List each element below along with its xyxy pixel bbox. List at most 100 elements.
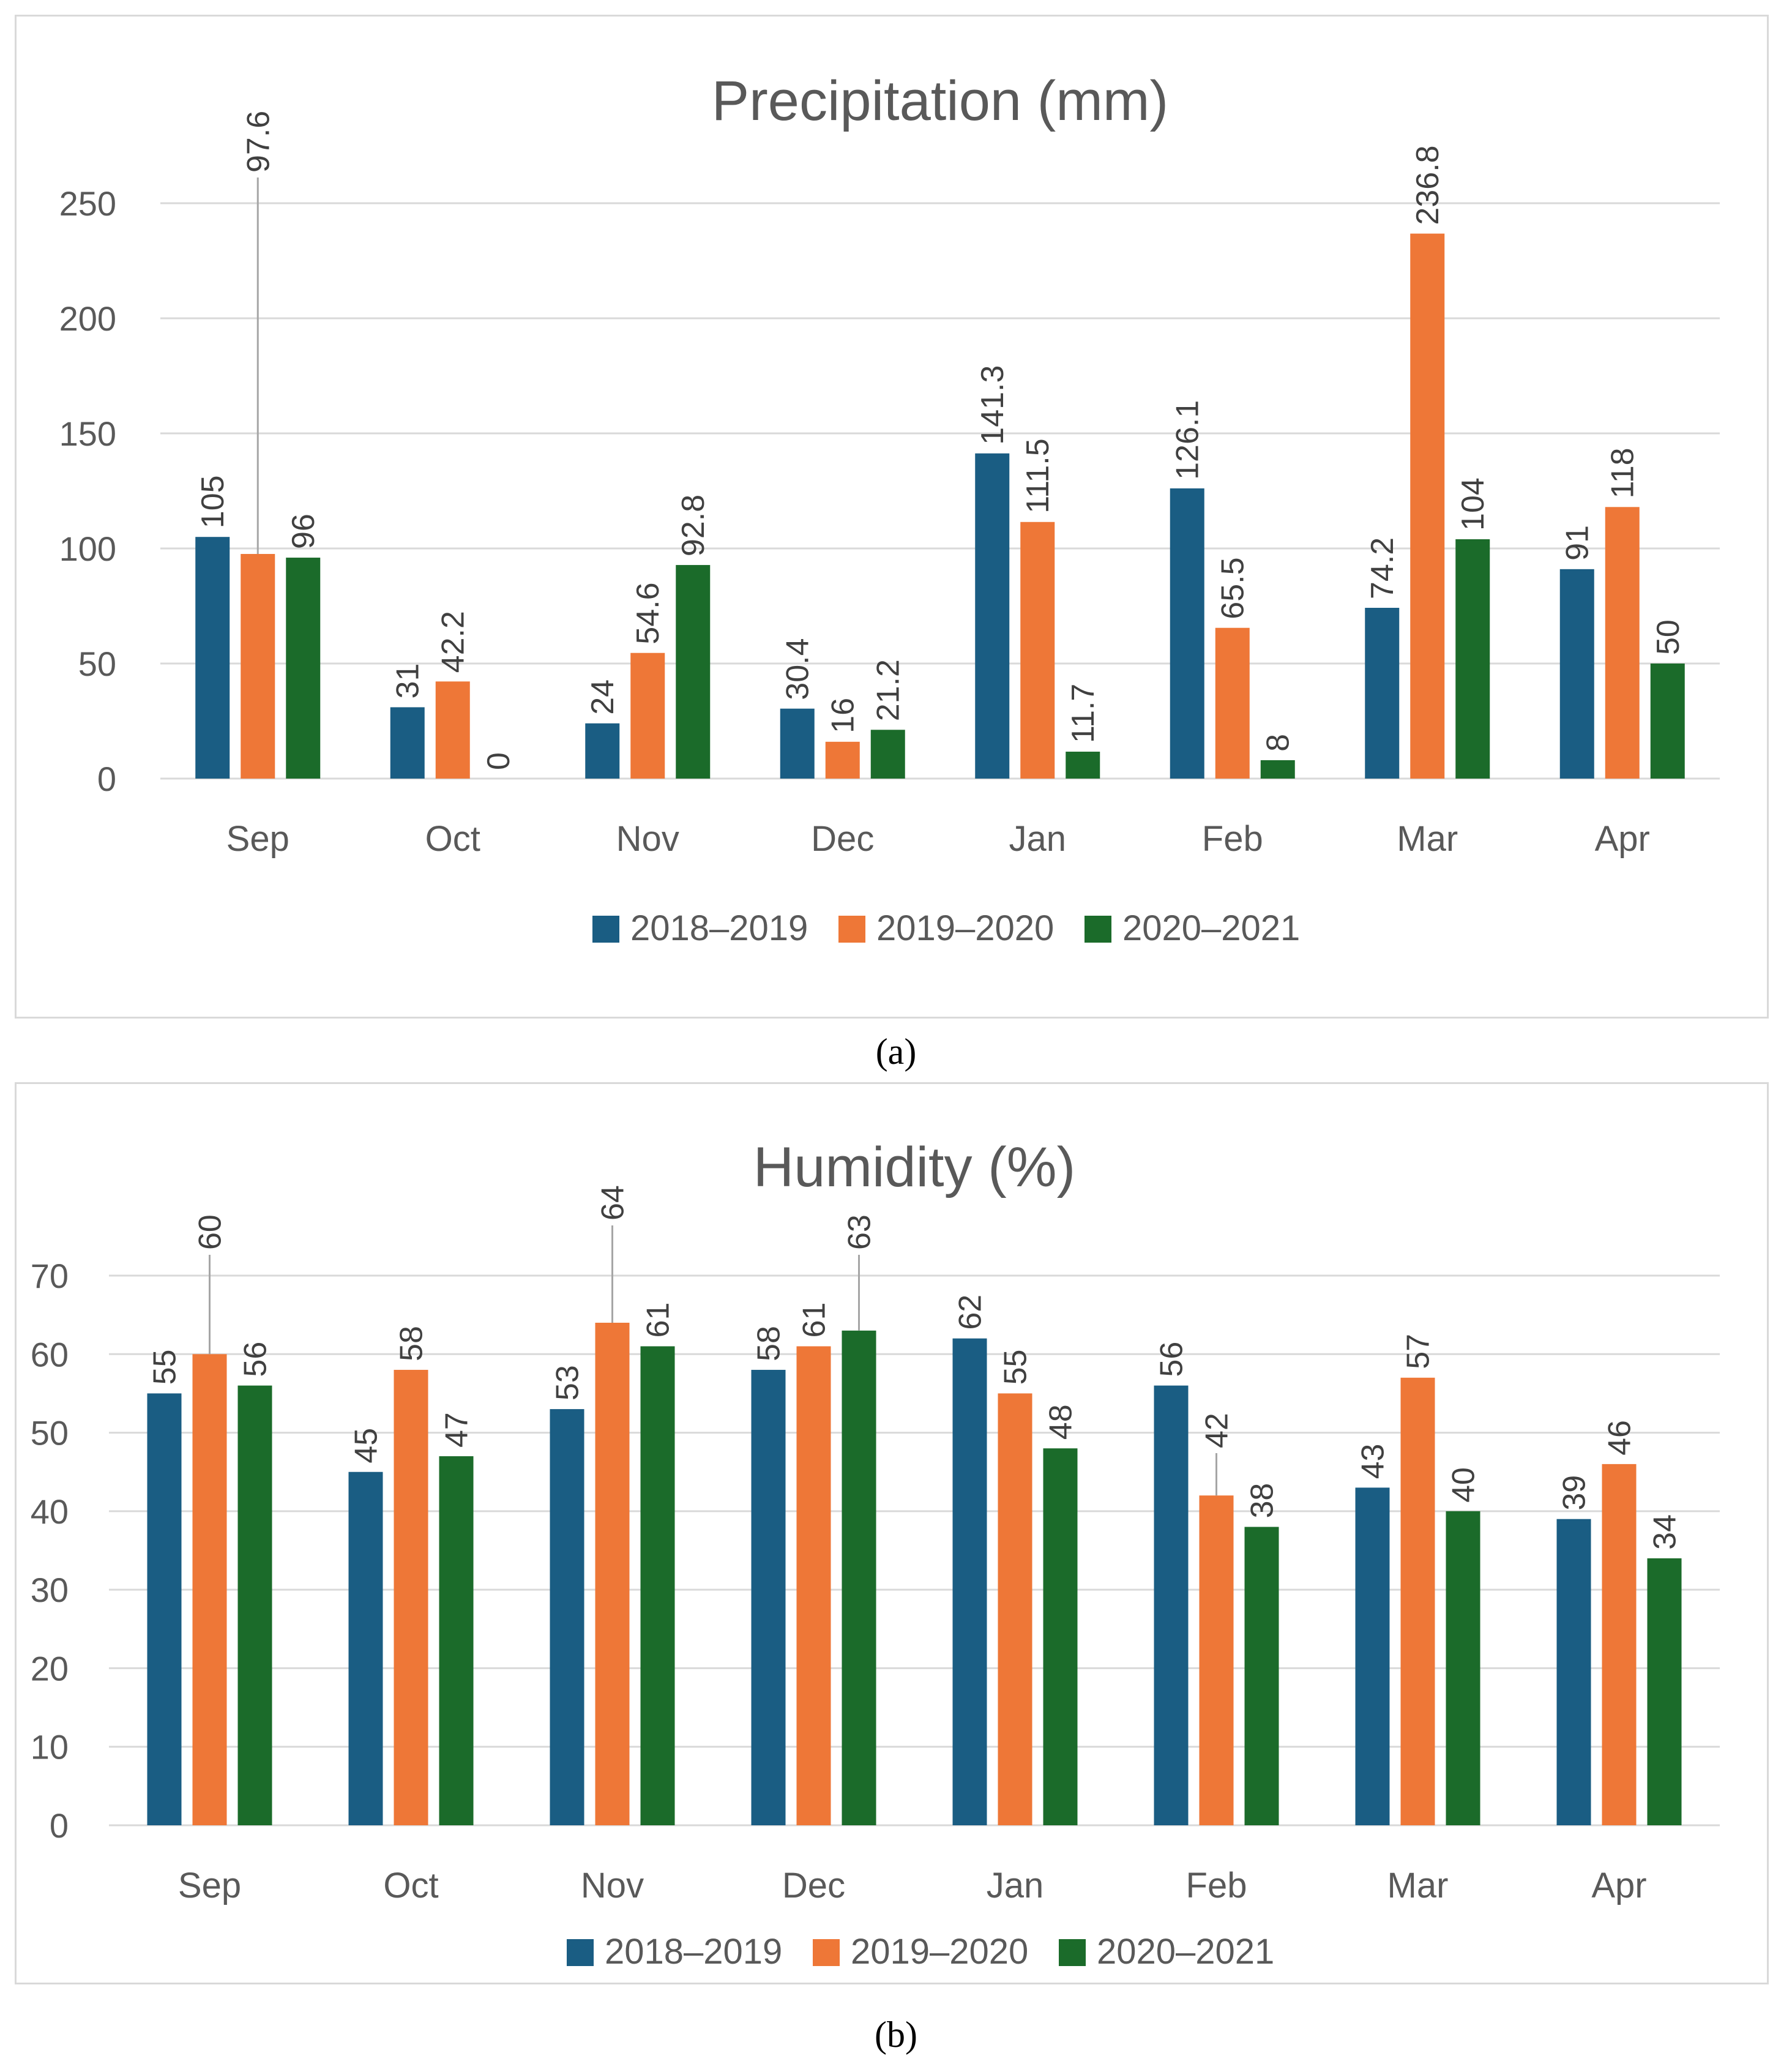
data-label: 56 [238,1342,274,1377]
x-tick-label: Jan [1009,819,1066,859]
x-tick-label: Sep [226,819,289,859]
data-label: 126.1 [1170,400,1206,480]
bar [1647,1558,1682,1825]
data-label: 45 [349,1428,384,1464]
bar [796,1346,831,1825]
data-label: 118 [1605,447,1641,498]
y-tick-label: 0 [97,760,116,798]
legend-label: 2019–2020 [851,1932,1028,1972]
data-label: 34 [1648,1514,1683,1550]
bar [1602,1464,1637,1825]
data-label: 61 [797,1303,832,1338]
data-label: 48 [1043,1404,1079,1440]
bar [1365,608,1400,779]
legend-swatch [813,1939,840,1966]
bar [195,537,230,779]
data-label: 58 [752,1326,787,1361]
data-label: 105 [195,475,231,528]
data-label: 8 [1261,734,1296,752]
x-tick-label: Nov [616,819,679,859]
bar [1154,1385,1189,1825]
data-label: 236.8 [1410,145,1446,225]
data-label: 141.3 [975,365,1010,445]
x-tick-label: Sep [178,1866,241,1905]
data-label: 62 [953,1295,988,1330]
y-tick-label: 200 [59,299,116,338]
data-label: 50 [1651,619,1686,655]
bar [1260,760,1295,779]
data-label: 104 [1455,477,1491,531]
data-label: 56 [1154,1342,1190,1377]
data-label: 11.7 [1066,684,1101,743]
data-label: 47 [439,1412,475,1448]
bar [585,723,620,779]
x-tick-label: Jan [987,1866,1044,1905]
data-label: 54.6 [630,582,666,644]
y-tick-label: 70 [31,1257,69,1295]
chart-title: Humidity (%) [753,1136,1075,1198]
bar [780,708,815,779]
data-label: 91 [1560,525,1596,561]
bar [241,554,275,779]
bar [640,1346,675,1825]
data-label: 57 [1401,1334,1436,1369]
x-tick-label: Dec [811,819,874,859]
bar [1446,1511,1480,1825]
data-label: 40 [1446,1467,1482,1503]
data-label: 0 [481,752,517,770]
chart-title: Precipitation (mm) [712,70,1168,132]
bar [842,1330,876,1825]
y-tick-label: 150 [59,414,116,453]
bar [1410,233,1445,779]
data-label: 96 [286,514,321,549]
y-tick-label: 30 [31,1571,69,1609]
bar [975,453,1010,779]
bar [1170,488,1204,779]
y-tick-label: 250 [59,184,116,223]
y-tick-label: 60 [31,1335,69,1374]
data-label: 24 [585,679,621,715]
legend-label: 2018–2019 [605,1932,782,1972]
legend-label: 2018–2019 [630,908,808,948]
x-tick-label: Oct [383,1866,438,1905]
bar [394,1369,428,1825]
bar [1605,507,1640,779]
bar [825,741,860,779]
y-tick-label: 50 [31,1414,69,1453]
bar [237,1385,272,1825]
y-tick-label: 40 [31,1492,69,1531]
data-label: 38 [1245,1483,1280,1519]
bar [439,1456,474,1825]
bar [147,1393,182,1825]
bar [751,1369,786,1825]
data-label: 60 [193,1214,228,1250]
legend-swatch [567,1939,594,1966]
y-tick-label: 100 [59,529,116,568]
data-label: 39 [1557,1475,1592,1511]
data-label: 46 [1602,1420,1638,1456]
data-label: 55 [147,1350,183,1385]
bar [1455,539,1490,779]
data-label: 30.4 [780,638,816,700]
data-label: 58 [394,1326,430,1361]
x-tick-label: Feb [1186,1866,1247,1905]
bar [1355,1487,1390,1825]
bar [550,1409,584,1825]
legend-swatch [838,916,865,943]
data-label: 55 [998,1350,1034,1385]
legend-label: 2019–2020 [876,908,1054,948]
data-label: 42.2 [436,611,471,673]
data-label: 53 [550,1365,586,1400]
y-tick-label: 50 [78,645,116,683]
data-label: 65.5 [1215,558,1251,619]
bar [595,1322,630,1825]
bar [1215,627,1250,779]
legend-swatch [1059,1939,1086,1966]
bar [998,1393,1032,1825]
bar [952,1338,987,1825]
bar [1020,522,1055,779]
bar [390,707,425,779]
y-tick-label: 0 [50,1806,69,1845]
bar [348,1471,383,1825]
x-tick-label: Nov [581,1866,644,1905]
